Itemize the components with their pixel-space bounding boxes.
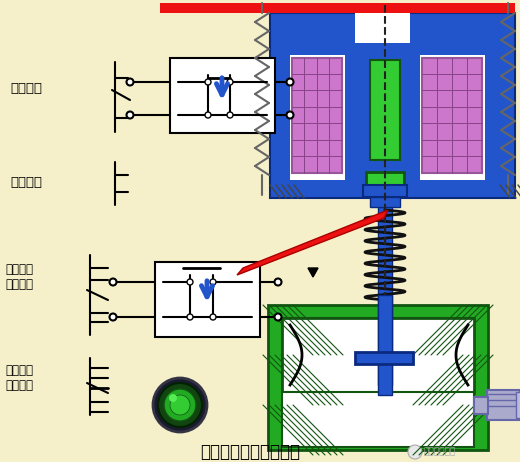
Text: 精品课程专用: 精品课程专用: [424, 448, 456, 456]
Circle shape: [210, 279, 216, 285]
Bar: [160, 3, 515, 13]
Polygon shape: [237, 210, 388, 275]
Circle shape: [210, 314, 216, 320]
Bar: [270, 13, 515, 198]
Bar: [292, 58, 342, 173]
Circle shape: [205, 112, 211, 118]
Bar: [155, 262, 260, 337]
Circle shape: [170, 395, 190, 415]
Circle shape: [187, 279, 193, 285]
Bar: [370, 197, 400, 207]
Bar: [474, 397, 488, 414]
Circle shape: [275, 279, 281, 286]
Circle shape: [164, 389, 196, 421]
Bar: [170, 58, 275, 133]
Bar: [268, 305, 488, 450]
Circle shape: [287, 79, 293, 85]
Circle shape: [408, 445, 422, 459]
Bar: [378, 190, 392, 385]
Bar: [282, 318, 474, 393]
Text: 延时闭合
常闭触头: 延时闭合 常闭触头: [5, 364, 33, 392]
Bar: [420, 55, 485, 180]
Text: 瞬动常闭: 瞬动常闭: [10, 81, 42, 95]
Circle shape: [205, 79, 211, 85]
Circle shape: [287, 111, 293, 118]
Text: 瞬动常开: 瞬动常开: [10, 176, 42, 189]
Bar: [290, 55, 345, 180]
Bar: [355, 352, 413, 364]
Bar: [370, 60, 400, 160]
Bar: [366, 172, 404, 190]
Circle shape: [158, 383, 202, 427]
Circle shape: [227, 112, 233, 118]
Text: 断电延时型时间继电器: 断电延时型时间继电器: [200, 443, 300, 461]
Bar: [355, 13, 410, 43]
Bar: [516, 392, 520, 418]
Text: 延时断开
常开触头: 延时断开 常开触头: [5, 263, 33, 291]
Bar: [487, 390, 520, 420]
Bar: [282, 392, 474, 447]
Bar: [282, 318, 474, 393]
Circle shape: [110, 314, 116, 321]
Circle shape: [169, 394, 177, 402]
Circle shape: [126, 79, 134, 85]
Circle shape: [275, 314, 281, 321]
Bar: [378, 295, 392, 395]
Circle shape: [126, 111, 134, 118]
Bar: [422, 58, 482, 173]
Bar: [363, 185, 407, 197]
Polygon shape: [308, 268, 318, 277]
Circle shape: [227, 79, 233, 85]
Circle shape: [187, 314, 193, 320]
Circle shape: [153, 378, 207, 432]
Circle shape: [110, 279, 116, 286]
